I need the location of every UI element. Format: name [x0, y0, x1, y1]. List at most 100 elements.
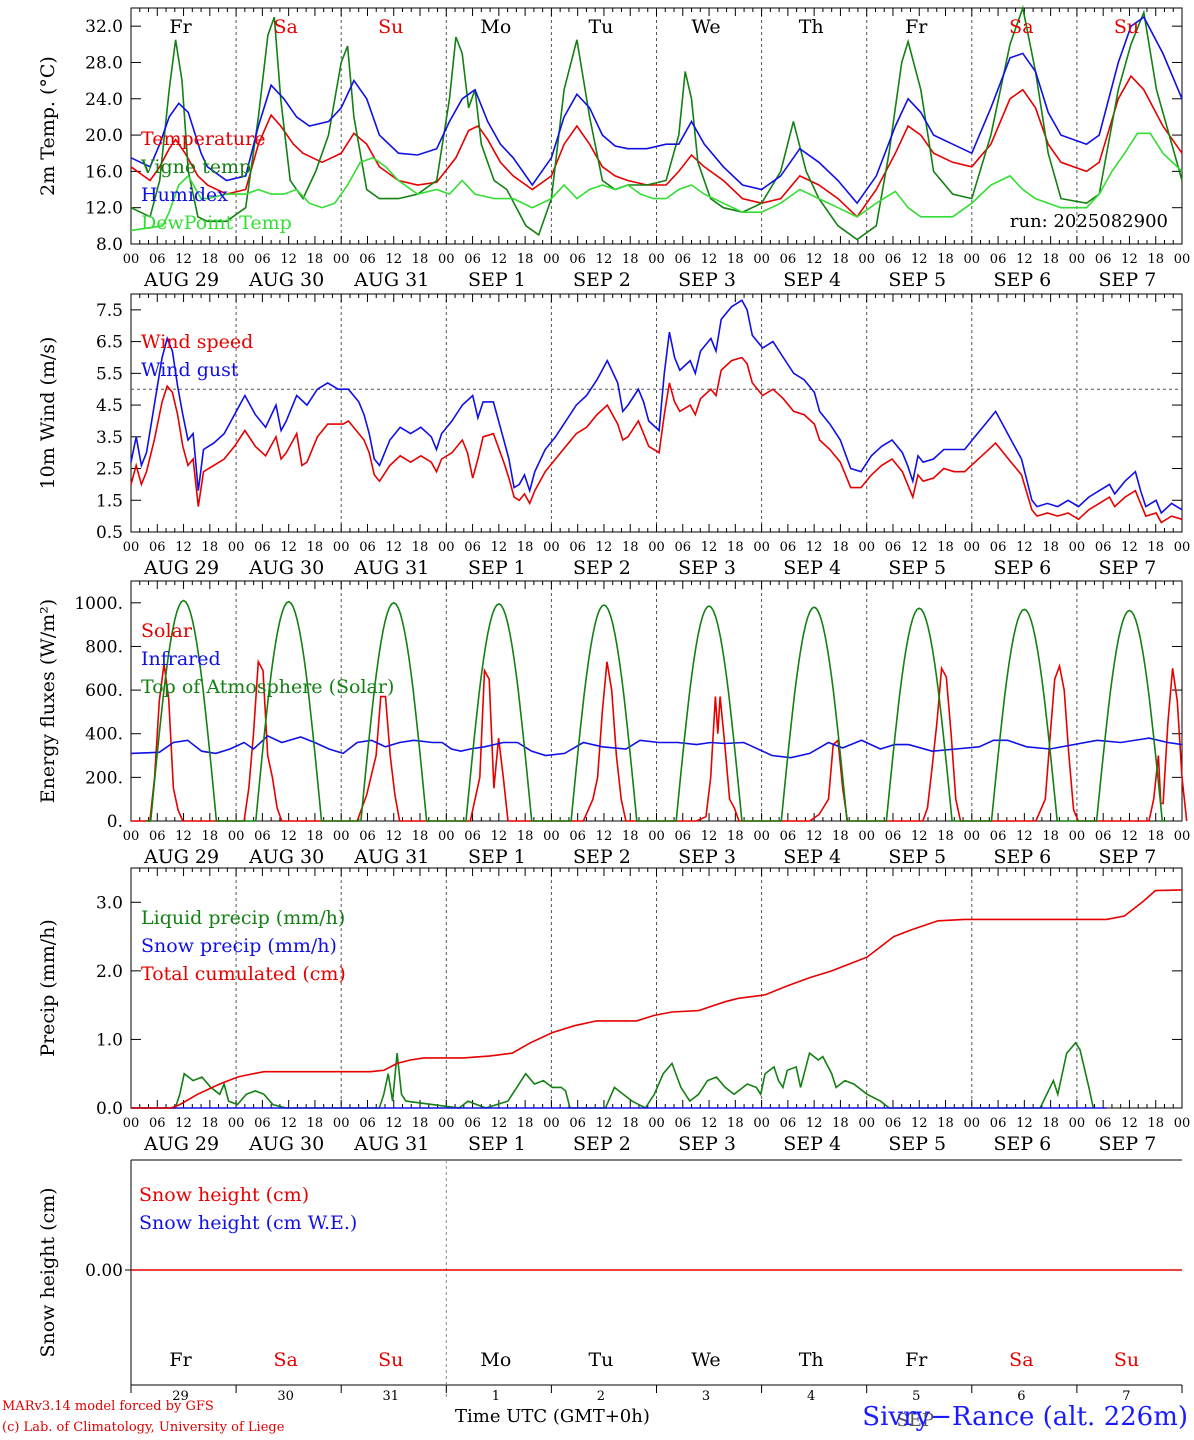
wind-hour-label: 12 — [806, 540, 823, 555]
precip-hour-label: 18 — [1147, 1116, 1164, 1131]
energy-hour-label: 12 — [385, 829, 402, 844]
temperature-series-0-line — [130, 74, 1183, 219]
precip-y-tick-label: 0.0 — [96, 1099, 123, 1119]
energy-legend-entry: Infrared — [141, 648, 221, 670]
temperature-hour-label: 00 — [1069, 252, 1086, 267]
energy-hour-label: 18 — [1042, 829, 1059, 844]
temperature-day-name: We — [691, 16, 720, 38]
energy-hour-label: 06 — [464, 829, 481, 844]
snow-legend-entry: Snow height (cm) — [139, 1184, 309, 1206]
snow-legend-entry: Snow height (cm W.E.) — [139, 1212, 357, 1234]
temperature-hour-label: 18 — [1042, 252, 1059, 267]
energy-y-tick-label: 400. — [85, 725, 123, 745]
snow-day-name: Sa — [1009, 1349, 1033, 1371]
temperature-hour-label: 00 — [858, 252, 875, 267]
precip-series-0-line — [131, 1041, 1095, 1110]
snow-day-name: Su — [1114, 1349, 1139, 1371]
temperature-date-label: SEP 5 — [888, 269, 946, 291]
precip-hour-label: 18 — [622, 1116, 639, 1131]
snow-y-tick-label: 0.00 — [85, 1261, 123, 1281]
energy-hour-label: 18 — [307, 829, 324, 844]
precip-date-label: SEP 6 — [993, 1133, 1051, 1155]
temperature-date-label: SEP 2 — [573, 269, 631, 291]
energy-hour-label: 06 — [1095, 829, 1112, 844]
wind-hour-label: 06 — [569, 540, 586, 555]
temperature-hour-label: 18 — [412, 252, 429, 267]
energy-hour-label: 12 — [1016, 829, 1033, 844]
wind-hour-label: 12 — [1121, 540, 1138, 555]
energy-hour-label: 06 — [780, 829, 797, 844]
temperature-hour-label: 18 — [307, 252, 324, 267]
temperature-panel: 8.0 12.0 16.0 20.0 24.0 28.0 32.0 2m Temp. (°C)… — [37, 4, 1190, 291]
wind-hour-label: 18 — [1147, 540, 1164, 555]
temperature-date-label: AUG 29 — [143, 269, 219, 291]
energy-hour-label: 06 — [149, 829, 166, 844]
snow-day-number: 1 — [492, 1389, 500, 1404]
energy-hour-label: 06 — [569, 829, 586, 844]
snow-day-number: 2 — [597, 1389, 605, 1404]
snow-day-name: Fr — [169, 1349, 192, 1371]
wind-hour-label: 18 — [202, 540, 219, 555]
temperature-hour-label: 06 — [254, 252, 271, 267]
temperature-hour-label: 12 — [911, 252, 928, 267]
precip-hour-label: 00 — [964, 1116, 981, 1131]
energy-hour-label: 00 — [1069, 829, 1086, 844]
wind-y-tick-label: 5.5 — [96, 364, 123, 384]
snow-y-axis-label: Snow height (cm) — [37, 1187, 59, 1357]
temperature-date-label: AUG 31 — [353, 269, 429, 291]
energy-hour-label: 12 — [175, 829, 192, 844]
temperature-hour-label: 18 — [622, 252, 639, 267]
temperature-hour-label: 00 — [123, 252, 140, 267]
snow-day-number: 5 — [912, 1389, 920, 1404]
wind-date-label: SEP 5 — [888, 557, 946, 579]
temperature-hour-label: 06 — [675, 252, 692, 267]
wind-date-label: SEP 7 — [1099, 557, 1157, 579]
temperature-hour-label: 00 — [438, 252, 455, 267]
snow-day-name: Su — [378, 1349, 403, 1371]
energy-hour-label: 12 — [701, 829, 718, 844]
temperature-hour-label: 18 — [202, 252, 219, 267]
precip-hour-label: 06 — [464, 1116, 481, 1131]
temperature-y-axis-label: 2m Temp. (°C) — [37, 56, 59, 196]
precip-legend-entry: Liquid precip (mm/h) — [141, 907, 345, 929]
wind-hour-label: 00 — [123, 540, 140, 555]
precip-y-tick-label: 1.0 — [96, 1030, 123, 1050]
wind-hour-label: 18 — [517, 540, 534, 555]
temperature-hour-label: 12 — [1016, 252, 1033, 267]
snow-day-name: Mo — [480, 1349, 511, 1371]
energy-series-1-line — [130, 734, 1183, 759]
wind-series-0-line — [130, 356, 1183, 524]
energy-hour-label: 12 — [911, 829, 928, 844]
wind-hour-label: 18 — [622, 540, 639, 555]
temperature-hour-label: 06 — [885, 252, 902, 267]
energy-hour-label: 18 — [202, 829, 219, 844]
precip-hour-label: 12 — [911, 1116, 928, 1131]
wind-hour-label: 00 — [228, 540, 245, 555]
wind-hour-label: 00 — [1174, 540, 1191, 555]
snow-day-number: 31 — [382, 1389, 399, 1404]
wind-y-tick-label: 2.5 — [96, 460, 123, 480]
temperature-day-name: Mo — [480, 16, 511, 38]
temperature-series-3-line — [130, 132, 1183, 232]
temperature-date-label: SEP 4 — [783, 269, 841, 291]
precip-date-label: SEP 3 — [678, 1133, 736, 1155]
temperature-date-label: AUG 30 — [248, 269, 324, 291]
wind-hour-label: 06 — [885, 540, 902, 555]
energy-y-tick-label: 0. — [107, 812, 123, 832]
temperature-y-tick-label: 28.0 — [85, 53, 123, 73]
snow-day-name: Sa — [273, 1349, 297, 1371]
wind-hour-label: 06 — [254, 540, 271, 555]
wind-hour-label: 06 — [1095, 540, 1112, 555]
precip-hour-label: 06 — [359, 1116, 376, 1131]
energy-hour-label: 00 — [648, 829, 665, 844]
temperature-hour-label: 18 — [937, 252, 954, 267]
energy-y-tick-label: 800. — [85, 637, 123, 657]
temperature-hour-label: 00 — [648, 252, 665, 267]
temperature-day-name: Su — [378, 16, 403, 38]
energy-hour-label: 12 — [1121, 829, 1138, 844]
temperature-hour-label: 00 — [228, 252, 245, 267]
temperature-legend-entry: DewPoint Temp — [141, 212, 292, 234]
wind-y-tick-label: 6.5 — [96, 333, 123, 353]
temperature-legend-entry: Humidex — [141, 184, 228, 206]
precip-date-label: AUG 29 — [143, 1133, 219, 1155]
